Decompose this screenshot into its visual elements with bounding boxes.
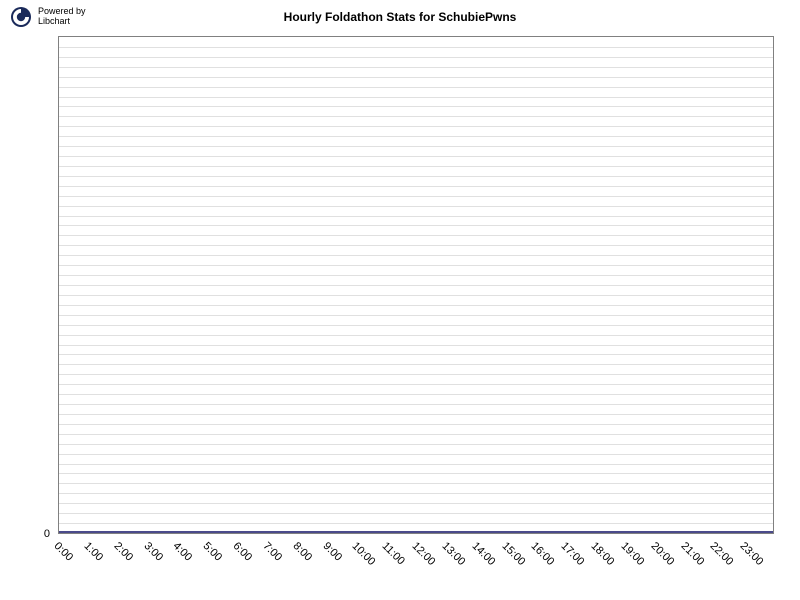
gridline (59, 126, 773, 127)
gridline (59, 87, 773, 88)
y-tick-label: 0 (0, 528, 50, 540)
gridline (59, 473, 773, 474)
gridline (59, 265, 773, 266)
gridline (59, 156, 773, 157)
gridlines (59, 37, 773, 533)
gridline (59, 186, 773, 187)
gridline (59, 235, 773, 236)
gridline (59, 47, 773, 48)
gridline (59, 345, 773, 346)
chart-baseline (59, 531, 773, 533)
chart-title: Hourly Foldathon Stats for SchubiePwns (0, 10, 800, 24)
gridline (59, 285, 773, 286)
gridline (59, 295, 773, 296)
x-tick-label: 7:00 (260, 540, 284, 564)
gridline (59, 483, 773, 484)
gridline (59, 275, 773, 276)
gridline (59, 196, 773, 197)
gridline (59, 394, 773, 395)
gridline (59, 216, 773, 217)
gridline (59, 136, 773, 137)
x-tick-label: 17:00 (559, 540, 587, 568)
gridline (59, 374, 773, 375)
x-tick-label: 6:00 (231, 540, 255, 564)
gridline (59, 493, 773, 494)
gridline (59, 434, 773, 435)
gridline (59, 335, 773, 336)
gridline (59, 305, 773, 306)
plot-area (58, 36, 774, 534)
x-tick-label: 20:00 (648, 540, 676, 568)
x-tick-label: 8:00 (290, 540, 314, 564)
x-tick-label: 9:00 (320, 540, 344, 564)
x-tick-label: 23:00 (738, 540, 766, 568)
x-tick-label: 3:00 (141, 540, 165, 564)
gridline (59, 384, 773, 385)
gridline (59, 106, 773, 107)
x-tick-label: 16:00 (529, 540, 557, 568)
gridline (59, 255, 773, 256)
gridline (59, 414, 773, 415)
gridline (59, 116, 773, 117)
x-tick-label: 18:00 (589, 540, 617, 568)
gridline (59, 523, 773, 524)
gridline (59, 404, 773, 405)
gridline (59, 325, 773, 326)
gridline (59, 57, 773, 58)
x-tick-label: 2:00 (111, 540, 135, 564)
gridline (59, 424, 773, 425)
gridline (59, 225, 773, 226)
gridline (59, 97, 773, 98)
gridline (59, 245, 773, 246)
gridline (59, 454, 773, 455)
x-tick-label: 11:00 (380, 540, 407, 567)
gridline (59, 67, 773, 68)
x-tick-label: 15:00 (499, 540, 527, 568)
x-tick-label: 5:00 (201, 540, 225, 564)
x-tick-label: 10:00 (350, 540, 378, 568)
gridline (59, 464, 773, 465)
x-tick-label: 14:00 (469, 540, 497, 568)
x-tick-label: 21:00 (678, 540, 706, 568)
x-tick-label: 19:00 (618, 540, 646, 568)
gridline (59, 176, 773, 177)
gridline (59, 166, 773, 167)
gridline (59, 146, 773, 147)
gridline (59, 354, 773, 355)
x-tick-label: 1:00 (81, 540, 105, 564)
gridline (59, 513, 773, 514)
x-tick-label: 4:00 (171, 540, 195, 564)
chart-container: Powered by Libchart Hourly Foldathon Sta… (0, 0, 800, 600)
gridline (59, 315, 773, 316)
x-tick-label: 13:00 (439, 540, 467, 568)
gridline (59, 206, 773, 207)
x-tick-label: 12:00 (410, 540, 438, 568)
gridline (59, 77, 773, 78)
gridline (59, 444, 773, 445)
gridline (59, 503, 773, 504)
gridline (59, 364, 773, 365)
x-tick-label: 22:00 (708, 540, 736, 568)
x-tick-label: 0:00 (52, 540, 76, 564)
